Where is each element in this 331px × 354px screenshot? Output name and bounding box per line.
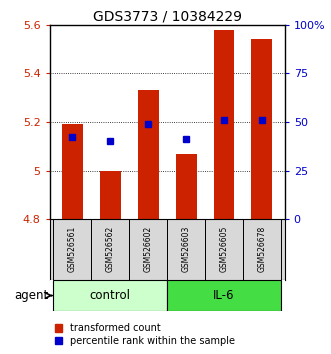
Bar — [176, 154, 197, 219]
Bar — [62, 124, 83, 219]
Bar — [100, 171, 121, 219]
Bar — [53, 219, 91, 280]
Bar — [243, 219, 281, 280]
Text: GSM526605: GSM526605 — [219, 225, 228, 272]
Bar — [53, 280, 167, 311]
Bar — [205, 219, 243, 280]
Text: IL-6: IL-6 — [213, 289, 235, 302]
Title: GDS3773 / 10384229: GDS3773 / 10384229 — [93, 10, 242, 24]
Text: GSM526561: GSM526561 — [68, 225, 77, 272]
Text: GSM526678: GSM526678 — [258, 225, 266, 272]
Text: GSM526603: GSM526603 — [182, 225, 191, 272]
Legend: transformed count, percentile rank within the sample: transformed count, percentile rank withi… — [55, 323, 235, 346]
Bar — [129, 219, 167, 280]
Bar — [138, 90, 159, 219]
Bar — [213, 30, 234, 219]
Bar — [252, 39, 272, 219]
Bar — [167, 219, 205, 280]
Text: agent: agent — [15, 289, 49, 302]
Text: control: control — [90, 289, 131, 302]
Text: GSM526602: GSM526602 — [144, 225, 153, 272]
Text: GSM526562: GSM526562 — [106, 225, 115, 272]
Bar — [167, 280, 281, 311]
Bar — [91, 219, 129, 280]
